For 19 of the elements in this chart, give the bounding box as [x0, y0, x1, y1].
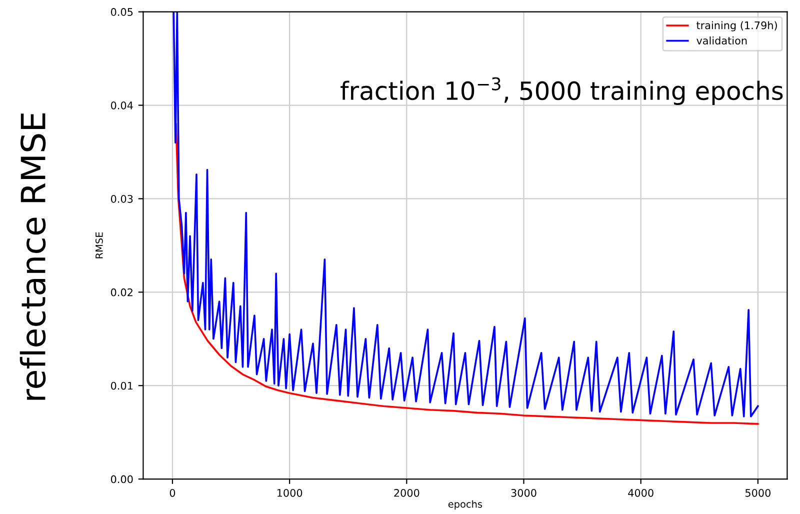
- text: reflectance RMSE: [20, 113, 46, 400]
- y-axis-title: RMSE: [95, 232, 103, 258]
- y-tick-label: 0.01: [110, 382, 133, 390]
- y-tick-label: 0.00: [110, 475, 133, 484]
- x-tick-label: 2000: [394, 488, 420, 497]
- y-tick-label: 0.05: [110, 8, 133, 16]
- y-tick-label: 0.04: [110, 101, 133, 110]
- x-tick-label: 3000: [511, 488, 536, 497]
- legend-label: training (1.79h): [696, 21, 777, 32]
- y-tick-label: 0.03: [110, 194, 133, 203]
- y-tick-label: 0.02: [110, 288, 132, 296]
- text: fraction 10$^{−3}$, 5000 training epochs: [340, 77, 783, 105]
- x-tick-label: 4000: [628, 488, 654, 497]
- x-tick-label: 1000: [277, 488, 302, 497]
- x-tick-label: 0: [170, 488, 176, 497]
- x-axis-title: epochs: [448, 500, 482, 510]
- line-series: [175, 123, 759, 425]
- legend-label: validation: [696, 36, 747, 45]
- x-tick-label: 5000: [745, 488, 770, 497]
